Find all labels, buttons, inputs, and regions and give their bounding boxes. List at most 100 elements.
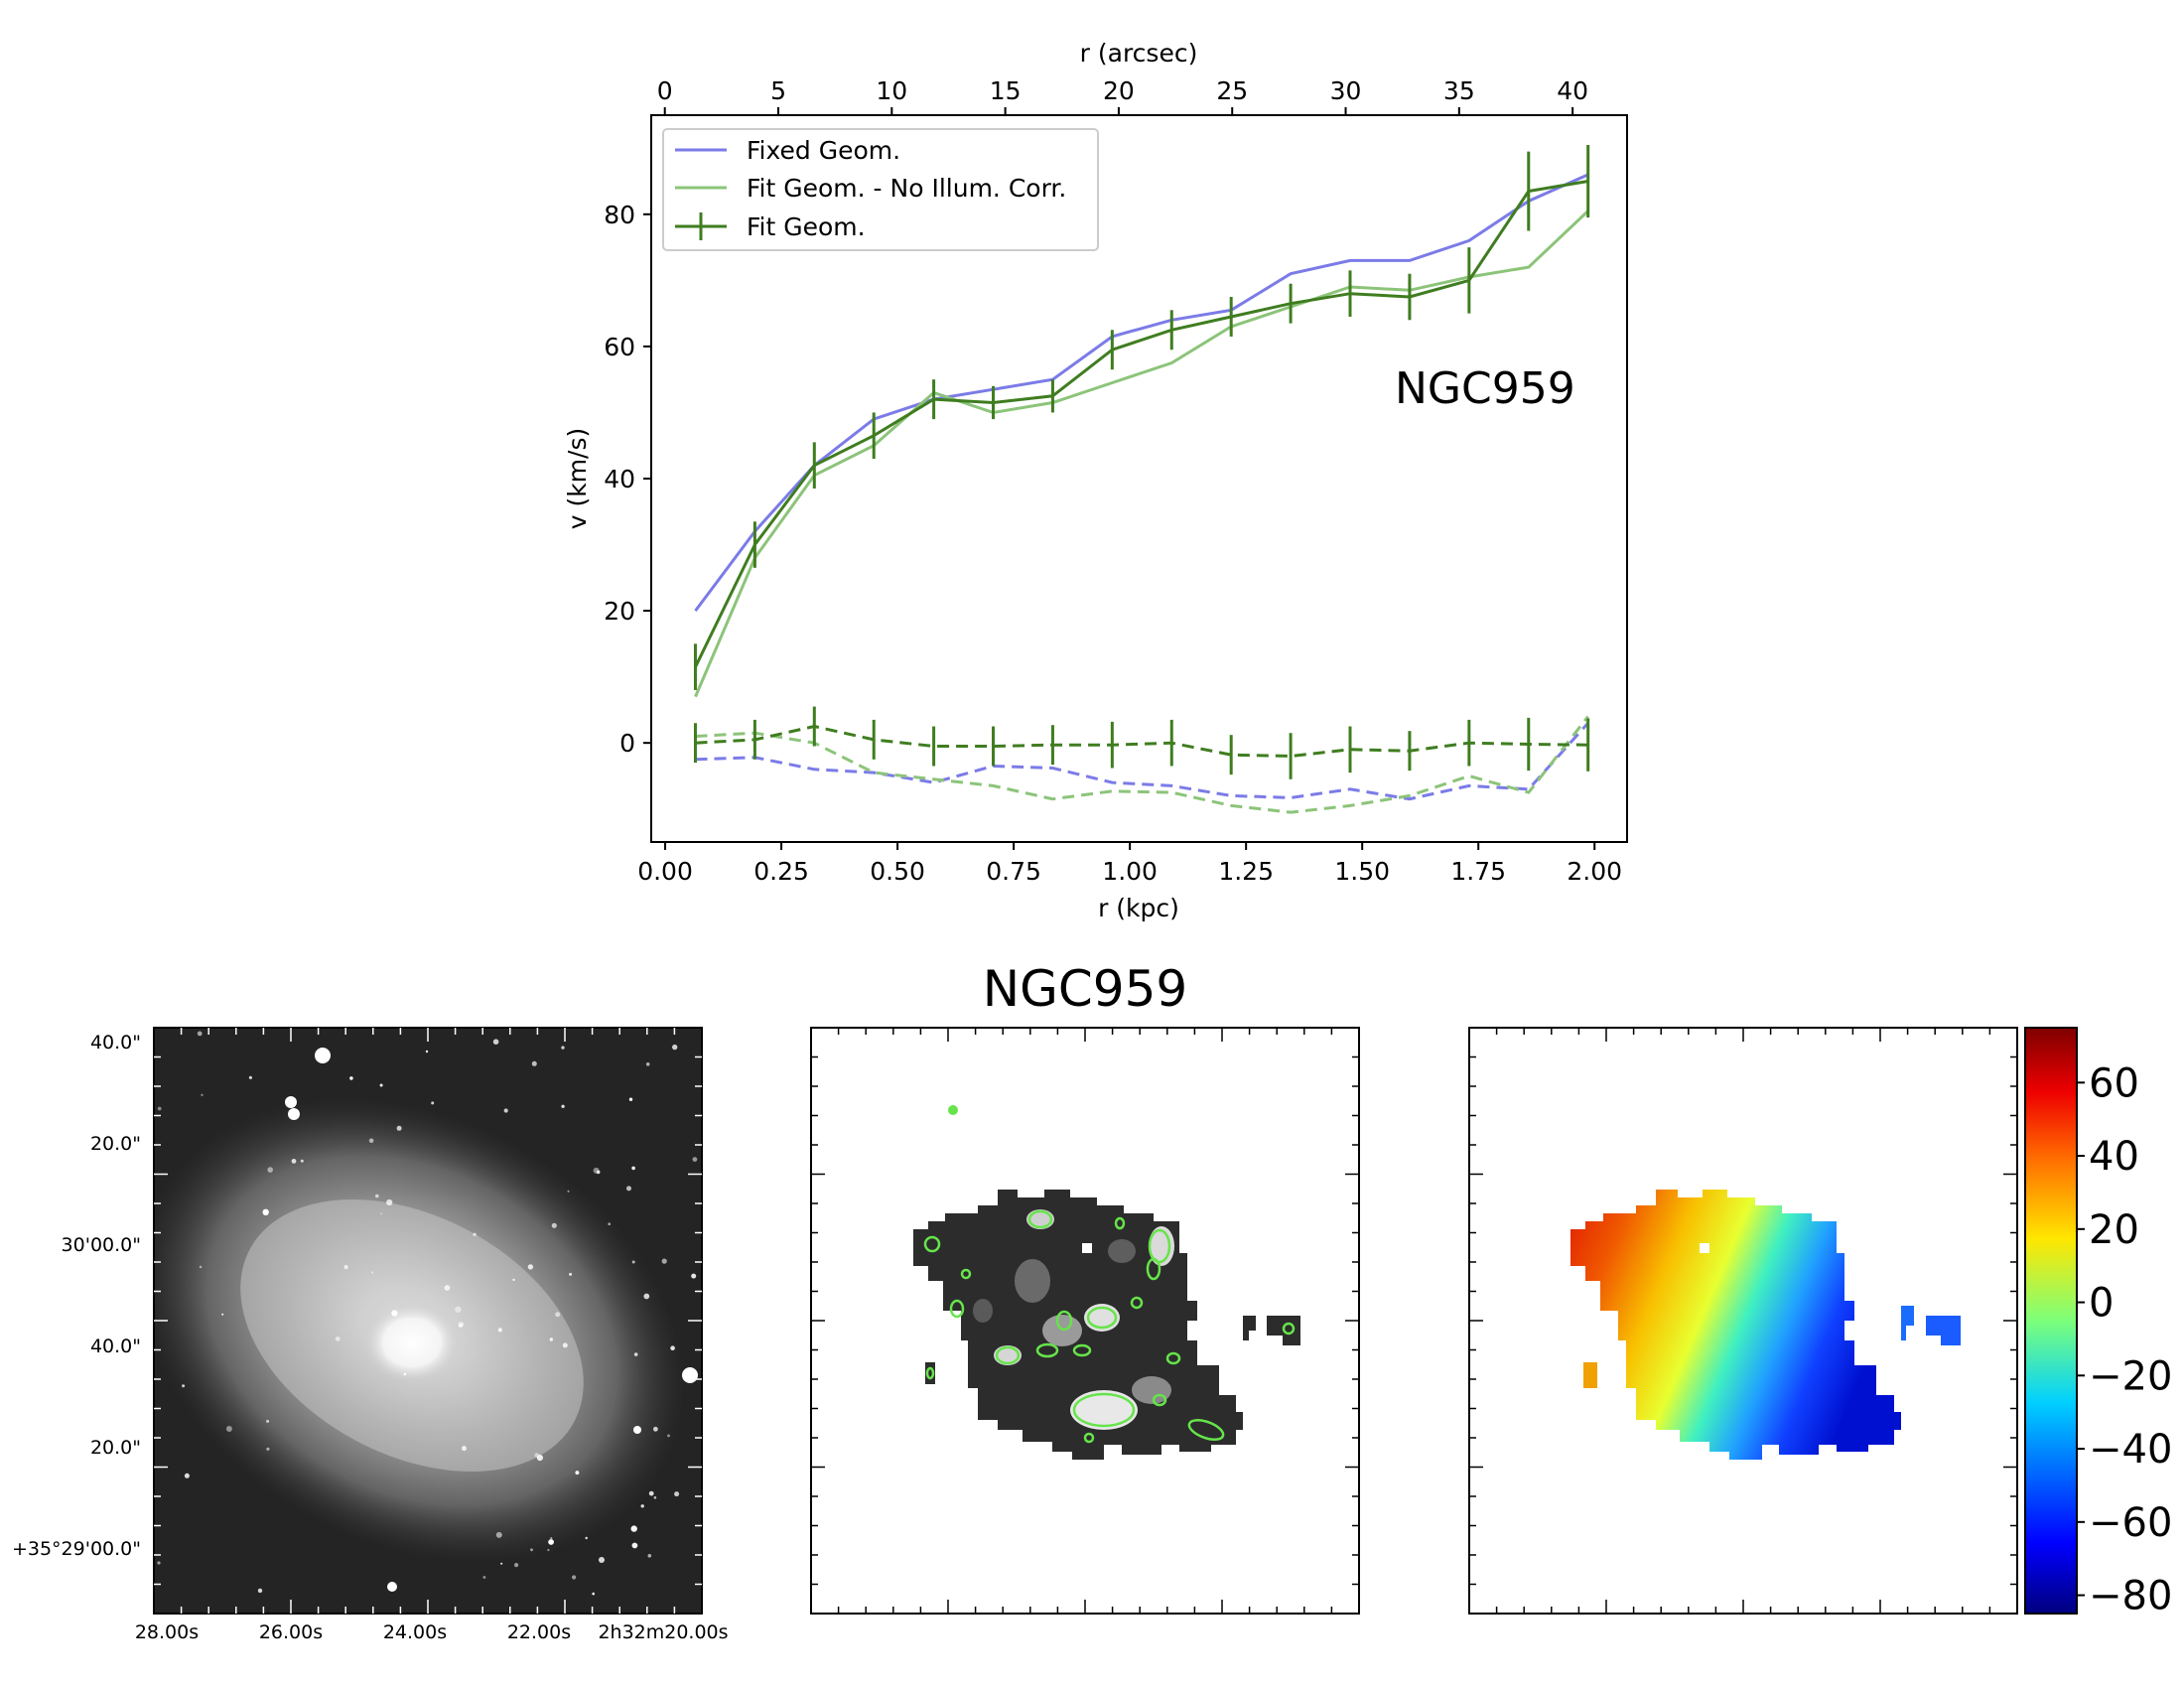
star: [531, 1060, 537, 1066]
star: [495, 1531, 502, 1538]
contour: [923, 1235, 941, 1253]
x-tick-label: 1.25: [1218, 857, 1274, 886]
velocity-hole: [1700, 1243, 1709, 1253]
star: [157, 1106, 162, 1111]
star: [569, 1272, 573, 1276]
star: [425, 1050, 429, 1054]
star: [184, 1473, 190, 1478]
contour: [1072, 1392, 1136, 1428]
velocity-small-region: [1583, 1362, 1597, 1388]
y-tick-label: 60: [604, 333, 635, 361]
star: [628, 1097, 633, 1101]
star: [567, 1190, 570, 1193]
star: [550, 1537, 553, 1540]
knot: [1070, 1390, 1138, 1430]
contour: [1146, 1257, 1161, 1281]
series-line-2: [694, 180, 1588, 668]
star: [572, 1575, 577, 1580]
contour: [1055, 1310, 1073, 1332]
star: [643, 1293, 650, 1300]
panel-title: NGC959: [983, 960, 1188, 1018]
star: [551, 1222, 557, 1228]
star: [608, 1222, 611, 1225]
star: [653, 1426, 658, 1432]
star: [562, 1342, 568, 1348]
star: [375, 1194, 379, 1198]
star: [548, 1539, 554, 1545]
x-tick-label: 1.75: [1450, 857, 1506, 886]
star: [291, 1159, 297, 1164]
top-x-tick-label: 25: [1216, 76, 1248, 105]
star: [691, 1273, 697, 1279]
star: [386, 1198, 393, 1206]
star: [458, 1322, 464, 1328]
y-tick-label: 40: [604, 465, 635, 493]
xtick-label: 2h32m20.00s: [598, 1621, 728, 1643]
series-line-0: [694, 173, 1589, 612]
series-line-5: [695, 724, 1588, 759]
velocity-ticks: [1469, 1028, 2017, 1614]
star: [262, 1208, 269, 1216]
velocity-map-panel: 60 40 20 0 −20 −40 −60 −80: [1468, 1027, 2172, 1619]
star: [431, 1101, 435, 1105]
galaxy-annotation: NGC959: [1395, 363, 1575, 414]
y-tick-label: 0: [619, 729, 635, 758]
velocity-field-region: [1570, 1190, 1901, 1460]
velocity-small-region: [1901, 1306, 1914, 1340]
bright-star: [285, 1096, 297, 1108]
axes-layer: 0.00 0.25 0.50 0.75 1.00 1.25 1.50 1.75 2.00 0 20 4…: [604, 76, 1622, 886]
star: [527, 1264, 534, 1270]
colorbar-tick-label: −60: [2089, 1500, 2172, 1546]
contour: [1148, 1228, 1171, 1264]
ytick-label: 30'00.0": [62, 1234, 141, 1256]
contour: [1152, 1393, 1167, 1407]
xtick-label: 24.00s: [383, 1621, 447, 1643]
star: [492, 1039, 499, 1045]
ytick-label: 40.0": [90, 1032, 141, 1054]
bright-star: [633, 1426, 641, 1434]
star: [631, 1542, 638, 1549]
contour: [1083, 1432, 1095, 1444]
contour: [1282, 1322, 1296, 1336]
xtick-label: 26.00s: [259, 1621, 323, 1643]
star: [343, 1265, 348, 1270]
star: [500, 1562, 503, 1565]
star: [503, 1108, 508, 1113]
galaxy-core: [364, 1303, 460, 1382]
optical-x-ticklabels: 28.00s 26.00s 24.00s 22.00s 2h32m20.00s: [135, 1621, 729, 1643]
top-x-tick-label: 10: [876, 76, 907, 105]
star: [592, 1592, 595, 1596]
colorbar-tick-label: −40: [2089, 1427, 2172, 1473]
top-x-axis-label: r (arcsec): [1080, 39, 1198, 68]
star: [647, 1554, 652, 1558]
y-tick-label: 20: [604, 597, 635, 626]
star: [555, 1312, 561, 1318]
star: [633, 1352, 638, 1356]
star: [396, 1125, 402, 1131]
contour: [1086, 1306, 1118, 1330]
star: [197, 1031, 203, 1037]
legend-box: [662, 128, 1099, 251]
knot: [973, 1299, 993, 1323]
star: [667, 1434, 670, 1438]
star: [349, 1076, 353, 1080]
top-x-tick-label: 0: [657, 76, 673, 105]
star: [201, 1093, 204, 1097]
contour: [1035, 1342, 1059, 1358]
contour: [995, 1345, 1021, 1365]
star: [645, 1062, 650, 1066]
star: [221, 1313, 224, 1316]
contour: [1027, 1209, 1053, 1229]
top-x-tick-label: 30: [1330, 76, 1362, 105]
star: [379, 1083, 383, 1087]
x-tick-label: 2.00: [1567, 857, 1622, 886]
star: [630, 1525, 637, 1532]
optical-y-ticklabels: 40.0" 20.0" 30'00.0" 40.0" 20.0" +35°29'…: [12, 1032, 141, 1560]
x-tick-label: 0.00: [637, 857, 693, 886]
ytick-label: 20.0": [90, 1437, 141, 1459]
series-layer: [693, 144, 1590, 814]
star: [585, 1536, 588, 1540]
star: [547, 1548, 550, 1552]
ytick-label: 20.0": [90, 1133, 141, 1155]
